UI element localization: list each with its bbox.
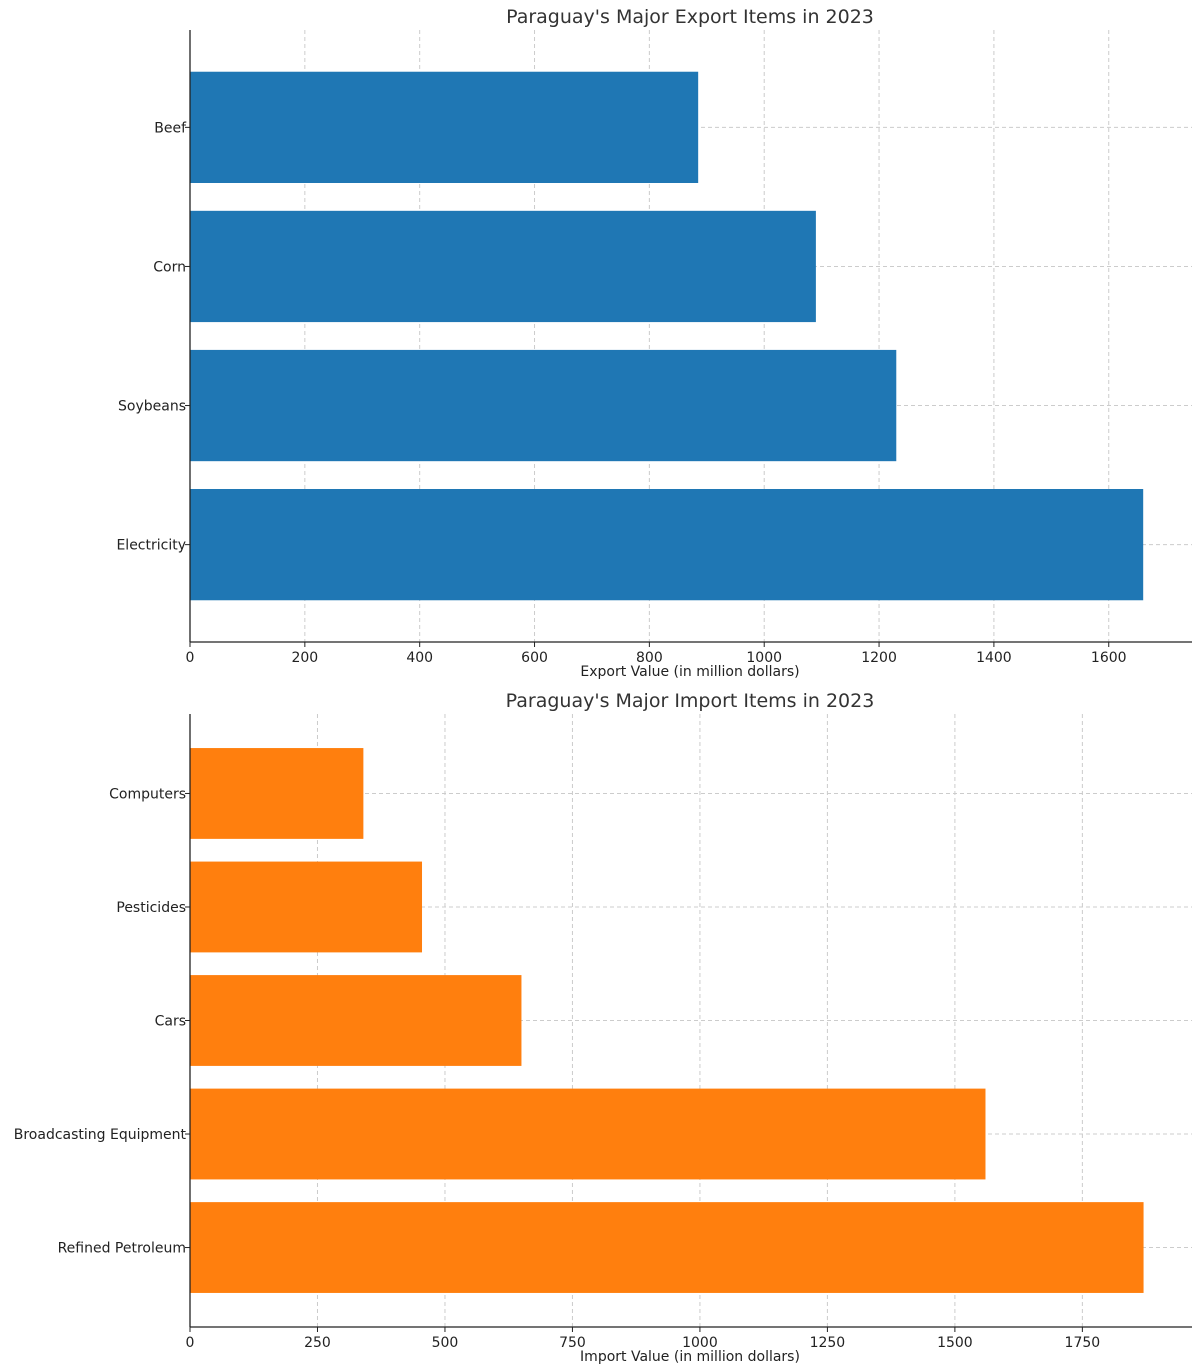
- import-category-label-cars: Cars: [155, 1014, 186, 1030]
- export-category-label-beef: Beef: [154, 120, 187, 136]
- import-x-tick-label: 250: [304, 1335, 331, 1351]
- export-category-label-corn: Corn: [153, 259, 186, 275]
- export-x-tick-label: 1600: [1091, 650, 1127, 666]
- import-chart: Paraguay's Major Import Items in 2023 Re…: [14, 690, 1192, 1365]
- import-x-tick-label: 750: [559, 1335, 586, 1351]
- import-chart-title: Paraguay's Major Import Items in 2023: [506, 690, 875, 712]
- import-x-axis-label: Import Value (in million dollars): [580, 1349, 800, 1365]
- export-bar-electricity: [190, 489, 1144, 601]
- export-x-tick-label: 400: [406, 650, 433, 666]
- export-x-tick-label: 800: [636, 650, 663, 666]
- import-bar-cars: [190, 975, 522, 1066]
- export-x-tick-label: 1400: [976, 650, 1012, 666]
- import-category-label-refined-petroleum: Refined Petroleum: [58, 1241, 186, 1257]
- import-x-tick-label: 1250: [810, 1335, 846, 1351]
- import-x-tick-label: 1000: [682, 1335, 718, 1351]
- import-category-label-pesticides: Pesticides: [116, 900, 186, 916]
- import-category-label-broadcasting-equipment: Broadcasting Equipment: [14, 1127, 187, 1143]
- import-bar-refined-petroleum: [190, 1202, 1144, 1293]
- import-bar-pesticides: [190, 861, 423, 953]
- export-bar-beef: [190, 71, 699, 183]
- export-x-axis-label: Export Value (in million dollars): [580, 664, 799, 680]
- export-x-tick-label: 0: [186, 650, 195, 666]
- import-category-label-computers: Computers: [109, 786, 186, 802]
- export-category-label-soybeans: Soybeans: [118, 399, 186, 415]
- export-x-tick-label: 1200: [861, 650, 897, 666]
- export-bar-soybeans: [190, 349, 897, 462]
- export-chart-title: Paraguay's Major Export Items in 2023: [506, 6, 874, 28]
- import-x-tick-label: 1500: [937, 1335, 973, 1351]
- export-chart: Paraguay's Major Export Items in 2023 El…: [116, 6, 1192, 680]
- export-bar-corn: [190, 210, 816, 323]
- export-x-tick-label: 600: [521, 650, 548, 666]
- import-x-tick-label: 0: [186, 1335, 195, 1351]
- import-bar-broadcasting-equipment: [190, 1088, 986, 1180]
- import-bar-computers: [190, 748, 364, 839]
- export-x-tick-label: 1000: [746, 650, 782, 666]
- export-x-tick-label: 200: [291, 650, 318, 666]
- import-x-tick-label: 1750: [1065, 1335, 1101, 1351]
- import-x-tick-label: 500: [432, 1335, 459, 1351]
- export-category-label-electricity: Electricity: [116, 538, 186, 554]
